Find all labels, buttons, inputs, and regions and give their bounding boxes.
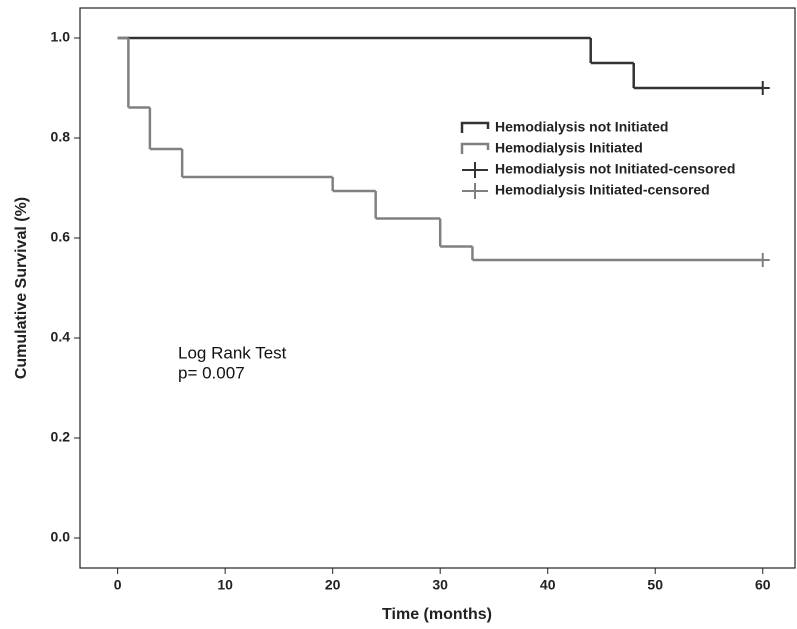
legend-swatch: [462, 183, 488, 199]
x-tick-label: 30: [432, 577, 448, 593]
plot-frame: [79, 7, 796, 569]
y-tick-label: 0.2: [51, 429, 71, 445]
y-tick-label: 0.0: [51, 529, 71, 545]
legend-swatch: [460, 142, 490, 154]
y-tick-label: 0.8: [51, 129, 71, 145]
x-axis-title: Time (months): [382, 606, 492, 623]
annotation: p= 0.007: [178, 363, 245, 382]
y-axis-title: Cumulative Survival (%): [13, 197, 30, 379]
x-tick-label: 50: [647, 577, 663, 593]
x-tick-label: 0: [114, 577, 122, 593]
y-tick-label: 0.4: [51, 329, 71, 345]
censor-mark: [755, 253, 770, 267]
y-tick-label: 0.6: [51, 229, 71, 245]
x-tick-label: 20: [325, 577, 341, 593]
y-tick-label: 1.0: [51, 29, 71, 45]
legend-label: Hemodialysis not Initiated-censored: [495, 161, 735, 177]
x-tick-label: 40: [540, 577, 556, 593]
censor-mark: [755, 81, 770, 95]
annotation: Log Rank Test: [178, 343, 287, 362]
legend-swatch: [460, 121, 490, 133]
legend-label: Hemodialysis Initiated-censored: [495, 182, 710, 198]
legend-label: Hemodialysis not Initiated: [495, 119, 668, 135]
legend-swatch: [462, 162, 488, 178]
x-tick-label: 60: [755, 577, 771, 593]
legend-label: Hemodialysis Initiated: [495, 140, 643, 156]
x-tick-label: 10: [217, 577, 233, 593]
